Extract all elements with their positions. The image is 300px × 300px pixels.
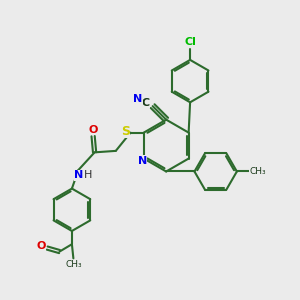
Text: S: S <box>121 125 130 138</box>
Text: C: C <box>141 98 149 108</box>
Text: Cl: Cl <box>184 37 196 46</box>
Text: N: N <box>138 156 147 166</box>
Text: CH₃: CH₃ <box>249 167 266 176</box>
Text: H: H <box>84 170 92 180</box>
Text: O: O <box>36 241 45 251</box>
Text: N: N <box>133 94 142 104</box>
Text: O: O <box>88 125 98 135</box>
Text: CH₃: CH₃ <box>65 260 82 269</box>
Text: N: N <box>74 170 84 180</box>
